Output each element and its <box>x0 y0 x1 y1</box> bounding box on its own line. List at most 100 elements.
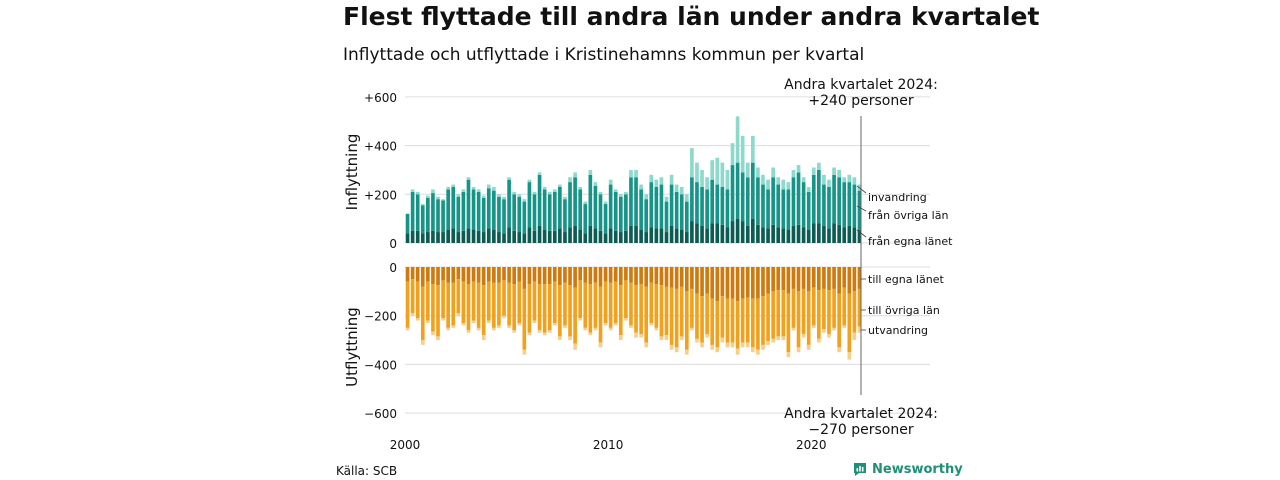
inflow-immigration-bar <box>537 172 542 175</box>
outflow-tick-label: −600 <box>364 407 397 421</box>
inflow-immigration-bar <box>735 116 740 163</box>
inflow-immigration-bar <box>715 157 720 185</box>
outflow-emigration-bar <box>817 338 821 343</box>
inflow-own-county-bar <box>461 230 466 243</box>
inflow-own-county-bar <box>832 223 836 243</box>
outflow-other-counties-bar <box>624 280 628 319</box>
outflow-own-county-bar <box>700 267 704 297</box>
inflow-own-county-bar <box>583 233 588 243</box>
inflow-immigration-bar <box>725 169 730 190</box>
inflow-immigration-bar <box>761 174 765 185</box>
outflow-tick-label: 0 <box>389 261 397 275</box>
inflow-other-counties-bar <box>735 162 740 219</box>
inflow-other-counties-bar <box>542 189 547 230</box>
outflow-other-counties-bar <box>817 290 821 339</box>
inflow-own-county-bar <box>756 224 760 243</box>
outflow-series-label: till egna länet <box>868 273 944 286</box>
outflow-other-counties-bar <box>659 285 664 337</box>
outflow-emigration-bar <box>690 327 694 331</box>
brand-logo[interactable]: Newsworthy <box>853 462 963 477</box>
inflow-other-counties-bar <box>588 174 593 226</box>
inflow-immigration-bar <box>745 162 750 178</box>
inflow-own-county-bar <box>822 225 826 243</box>
inflow-own-county-bar <box>705 228 709 243</box>
outflow-own-county-bar <box>613 267 618 282</box>
inflow-other-counties-bar <box>761 184 765 228</box>
outflow-emigration-bar <box>532 320 537 324</box>
outflow-own-county-bar <box>745 267 750 298</box>
outflow-own-county-bar <box>644 267 649 287</box>
inflow-other-counties-bar <box>750 162 755 219</box>
outflow-own-county-bar <box>705 267 709 294</box>
inflow-immigration-bar <box>527 179 532 183</box>
inflow-immigration-bar <box>603 201 608 205</box>
outflow-own-county-bar <box>710 267 715 299</box>
inflow-immigration-bar <box>436 196 440 200</box>
outflow-other-counties-bar <box>578 280 583 319</box>
outflow-emigration-bar <box>639 333 643 338</box>
brand-name: Newsworthy <box>872 462 963 477</box>
inflow-other-counties-bar <box>771 177 775 225</box>
x-tick-label: 2020 <box>796 438 827 452</box>
inflow-immigration-bar <box>552 189 557 192</box>
outflow-own-county-bar <box>659 267 664 286</box>
outflow-own-county-bar <box>684 267 689 292</box>
inflow-own-county-bar <box>558 228 562 243</box>
outflow-emigration-bar <box>542 332 547 336</box>
inflow-immigration-bar <box>481 195 486 198</box>
outflow-tick-label: −200 <box>364 310 397 324</box>
inflow-own-county-bar <box>537 225 542 243</box>
outflow-own-county-bar <box>852 267 857 292</box>
outflow-own-county-bar <box>517 267 522 282</box>
outflow-own-county-bar <box>451 267 456 283</box>
inflow-own-county-bar <box>481 232 486 243</box>
inflow-own-county-bar <box>547 230 552 243</box>
outflow-own-county-bar <box>639 267 643 285</box>
outflow-other-counties-bar <box>791 288 796 328</box>
outflow-other-counties-bar <box>771 291 775 339</box>
inflow-other-counties-bar <box>502 199 506 234</box>
outflow-other-counties-bar <box>786 293 791 353</box>
outflow-emigration-bar <box>674 347 679 353</box>
outflow-other-counties-bar <box>593 282 598 328</box>
inflow-own-county-bar <box>492 229 496 243</box>
outflow-emigration-bar <box>811 325 816 328</box>
outflow-own-county-bar <box>461 267 466 282</box>
outflow-emigration-bar <box>568 336 572 341</box>
outflow-own-county-bar <box>492 267 496 283</box>
outflow-emigration-bar <box>497 325 501 328</box>
outflow-own-county-bar <box>441 267 445 281</box>
inflow-immigration-bar <box>852 177 857 185</box>
outflow-other-counties-bar <box>527 284 532 333</box>
inflow-immigration-bar <box>684 194 689 202</box>
outflow-emigration-bar <box>857 326 862 333</box>
outflow-other-counties-bar <box>761 296 765 345</box>
inflow-immigration-bar <box>674 184 679 192</box>
outflow-emigration-bar <box>669 344 674 350</box>
inflow-own-county-bar <box>527 227 532 243</box>
outflow-emigration-bar <box>700 342 704 348</box>
outflow-emigration-bar <box>847 352 852 360</box>
outflow-other-counties-bar <box>811 287 816 326</box>
inflow-other-counties-bar <box>832 174 836 224</box>
inflow-immigration-bar <box>776 177 781 185</box>
inflow-own-county-bar <box>801 227 806 243</box>
inflow-own-county-bar <box>507 227 511 243</box>
outflow-emigration-bar <box>695 338 699 343</box>
inflow-other-counties-bar <box>618 196 623 233</box>
outflow-emigration-bar <box>771 338 775 343</box>
outflow-own-county-bar <box>583 267 588 283</box>
inflow-other-counties-bar <box>466 179 471 229</box>
outflow-own-county-bar <box>446 267 450 283</box>
inflow-other-counties-bar <box>817 169 821 224</box>
inflow-other-counties-bar <box>563 199 567 233</box>
inflow-other-counties-bar <box>781 189 786 229</box>
outflow-emigration-bar <box>842 325 847 328</box>
inflow-other-counties-bar <box>639 189 643 230</box>
outflow-emigration-bar <box>486 320 491 324</box>
outflow-own-county-bar <box>822 267 826 289</box>
outflow-other-counties-bar <box>486 281 491 321</box>
outflow-other-counties-bar <box>446 282 450 328</box>
inflow-series-label: invandring <box>868 191 927 204</box>
outflow-emigration-bar <box>420 340 425 345</box>
